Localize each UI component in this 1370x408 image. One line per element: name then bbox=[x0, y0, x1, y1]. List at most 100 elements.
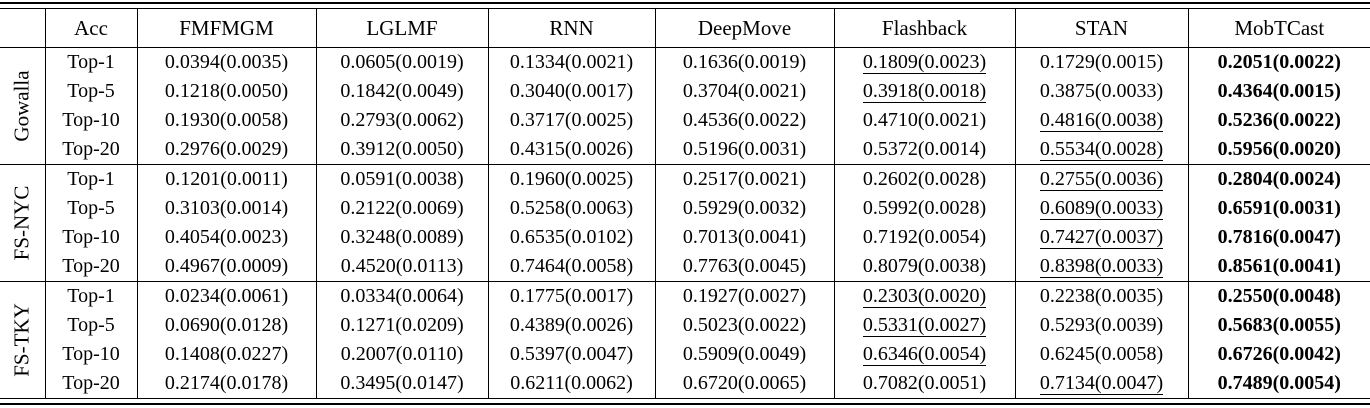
col-header-mobtcast: MobTCast bbox=[1187, 8, 1370, 48]
value-underlined: 0.2303(0.0020) bbox=[862, 284, 987, 309]
value-cell: 0.5331(0.0027) bbox=[833, 311, 1015, 340]
value-cell: 0.4967(0.0009) bbox=[136, 252, 316, 282]
dataset-label-text: FS-TKY bbox=[9, 303, 34, 377]
value-cell: 0.7082(0.0051) bbox=[833, 369, 1015, 399]
col-header-lglmf: LGLMF bbox=[315, 8, 488, 48]
value-cell: 0.5023(0.0022) bbox=[654, 311, 834, 340]
metric-label: Top-1 bbox=[44, 164, 137, 194]
metric-label: Top-5 bbox=[44, 311, 137, 340]
value-cell: 0.5534(0.0028) bbox=[1014, 135, 1188, 165]
value-underlined: 0.7427(0.0037) bbox=[1039, 225, 1164, 250]
value-cell: 0.1729(0.0015) bbox=[1014, 47, 1188, 77]
col-header-acc: Acc bbox=[44, 8, 137, 48]
value-cell: 0.7464(0.0058) bbox=[487, 252, 655, 282]
value-cell: 0.1930(0.0058) bbox=[136, 106, 316, 135]
table-row: FS-NYC Top-1 0.1201(0.0011) 0.0591(0.003… bbox=[0, 164, 1370, 282]
dataset-label-fs-nyc: FS-NYC bbox=[0, 164, 45, 282]
table-row: FS-TKY Top-1 0.0234(0.0061) 0.0334(0.006… bbox=[0, 281, 1370, 399]
value-cell: 0.1809(0.0023) bbox=[833, 47, 1015, 77]
value-cell: 0.6346(0.0054) bbox=[833, 340, 1015, 369]
value-underlined: 0.1809(0.0023) bbox=[862, 50, 987, 75]
value-underlined: 0.7134(0.0047) bbox=[1039, 371, 1164, 396]
metric-label: Top-20 bbox=[44, 135, 137, 165]
metric-label: Top-20 bbox=[44, 252, 137, 282]
value-cell: 0.7192(0.0054) bbox=[833, 223, 1015, 252]
value-underlined: 0.6089(0.0033) bbox=[1039, 196, 1164, 221]
value-cell: 0.5196(0.0031) bbox=[654, 135, 834, 165]
dataset-label-text: FS-NYC bbox=[9, 185, 34, 261]
value-cell: 0.3717(0.0025) bbox=[487, 106, 655, 135]
value-cell: 0.2174(0.0178) bbox=[136, 369, 316, 399]
value-cell: 0.6720(0.0065) bbox=[654, 369, 834, 399]
table-row: Gowalla Top-1 0.0394(0.0035) 0.0605(0.00… bbox=[0, 47, 1370, 165]
value-cell: 0.2238(0.0035) bbox=[1014, 281, 1188, 311]
value-cell-best: 0.2550(0.0048) bbox=[1187, 281, 1370, 311]
value-cell: 0.5929(0.0032) bbox=[654, 194, 834, 223]
col-header-flashback: Flashback bbox=[833, 8, 1015, 48]
value-cell: 0.4389(0.0026) bbox=[487, 311, 655, 340]
value-cell: 0.4536(0.0022) bbox=[654, 106, 834, 135]
value-cell: 0.2122(0.0069) bbox=[315, 194, 488, 223]
table-row: Top-10 0.4054(0.0023) 0.3248(0.0089) 0.6… bbox=[0, 223, 1370, 252]
value-cell: 0.1636(0.0019) bbox=[654, 47, 834, 77]
metric-label: Top-5 bbox=[44, 194, 137, 223]
value-cell: 0.4054(0.0023) bbox=[136, 223, 316, 252]
metric-label: Top-20 bbox=[44, 369, 137, 399]
dataset-label-gowalla: Gowalla bbox=[0, 47, 45, 165]
value-underlined: 0.3918(0.0018) bbox=[862, 79, 987, 104]
dataset-label-text: Gowalla bbox=[9, 70, 34, 142]
value-cell: 0.1775(0.0017) bbox=[487, 281, 655, 311]
value-cell: 0.1271(0.0209) bbox=[315, 311, 488, 340]
value-cell-best: 0.8561(0.0041) bbox=[1187, 252, 1370, 282]
value-cell: 0.3704(0.0021) bbox=[654, 77, 834, 106]
value-cell: 0.0605(0.0019) bbox=[315, 47, 488, 77]
value-cell: 0.7134(0.0047) bbox=[1014, 369, 1188, 399]
metric-label: Top-10 bbox=[44, 223, 137, 252]
value-cell: 0.3495(0.0147) bbox=[315, 369, 488, 399]
value-cell: 0.5909(0.0049) bbox=[654, 340, 834, 369]
value-underlined: 0.8398(0.0033) bbox=[1039, 254, 1164, 279]
results-table: Acc FMFMGM LGLMF RNN DeepMove Flashback … bbox=[0, 8, 1370, 399]
value-cell-best: 0.7816(0.0047) bbox=[1187, 223, 1370, 252]
table-row: Top-20 0.2174(0.0178) 0.3495(0.0147) 0.6… bbox=[0, 369, 1370, 399]
value-cell: 0.0591(0.0038) bbox=[315, 164, 488, 194]
value-cell: 0.0690(0.0128) bbox=[136, 311, 316, 340]
value-cell: 0.5293(0.0039) bbox=[1014, 311, 1188, 340]
value-cell: 0.4520(0.0113) bbox=[315, 252, 488, 282]
table-row: Top-10 0.1408(0.0227) 0.2007(0.0110) 0.5… bbox=[0, 340, 1370, 369]
table-row: Top-20 0.2976(0.0029) 0.3912(0.0050) 0.4… bbox=[0, 135, 1370, 165]
value-cell: 0.5258(0.0063) bbox=[487, 194, 655, 223]
value-cell: 0.1334(0.0021) bbox=[487, 47, 655, 77]
value-cell: 0.2007(0.0110) bbox=[315, 340, 488, 369]
metric-label: Top-10 bbox=[44, 106, 137, 135]
value-cell: 0.5397(0.0047) bbox=[487, 340, 655, 369]
value-cell: 0.6089(0.0033) bbox=[1014, 194, 1188, 223]
value-cell: 0.2755(0.0036) bbox=[1014, 164, 1188, 194]
value-cell: 0.6245(0.0058) bbox=[1014, 340, 1188, 369]
value-cell-best: 0.2051(0.0022) bbox=[1187, 47, 1370, 77]
col-header-deepmove: DeepMove bbox=[654, 8, 834, 48]
col-header-fmfmgm: FMFMGM bbox=[136, 8, 316, 48]
value-cell: 0.0234(0.0061) bbox=[136, 281, 316, 311]
value-cell: 0.1842(0.0049) bbox=[315, 77, 488, 106]
value-cell: 0.5992(0.0028) bbox=[833, 194, 1015, 223]
value-cell-best: 0.2804(0.0024) bbox=[1187, 164, 1370, 194]
value-cell-best: 0.7489(0.0054) bbox=[1187, 369, 1370, 399]
value-underlined: 0.5534(0.0028) bbox=[1039, 137, 1164, 162]
value-cell: 0.2303(0.0020) bbox=[833, 281, 1015, 311]
value-cell: 0.5372(0.0014) bbox=[833, 135, 1015, 165]
value-cell: 0.2517(0.0021) bbox=[654, 164, 834, 194]
value-cell: 0.7427(0.0037) bbox=[1014, 223, 1188, 252]
value-cell: 0.3248(0.0089) bbox=[315, 223, 488, 252]
metric-label: Top-1 bbox=[44, 47, 137, 77]
table-row: Top-5 0.1218(0.0050) 0.1842(0.0049) 0.30… bbox=[0, 77, 1370, 106]
col-header-rnn: RNN bbox=[487, 8, 655, 48]
value-cell: 0.4816(0.0038) bbox=[1014, 106, 1188, 135]
value-cell: 0.8079(0.0038) bbox=[833, 252, 1015, 282]
value-cell: 0.0334(0.0064) bbox=[315, 281, 488, 311]
metric-label: Top-1 bbox=[44, 281, 137, 311]
value-underlined: 0.2755(0.0036) bbox=[1039, 167, 1164, 192]
metric-label: Top-5 bbox=[44, 77, 137, 106]
